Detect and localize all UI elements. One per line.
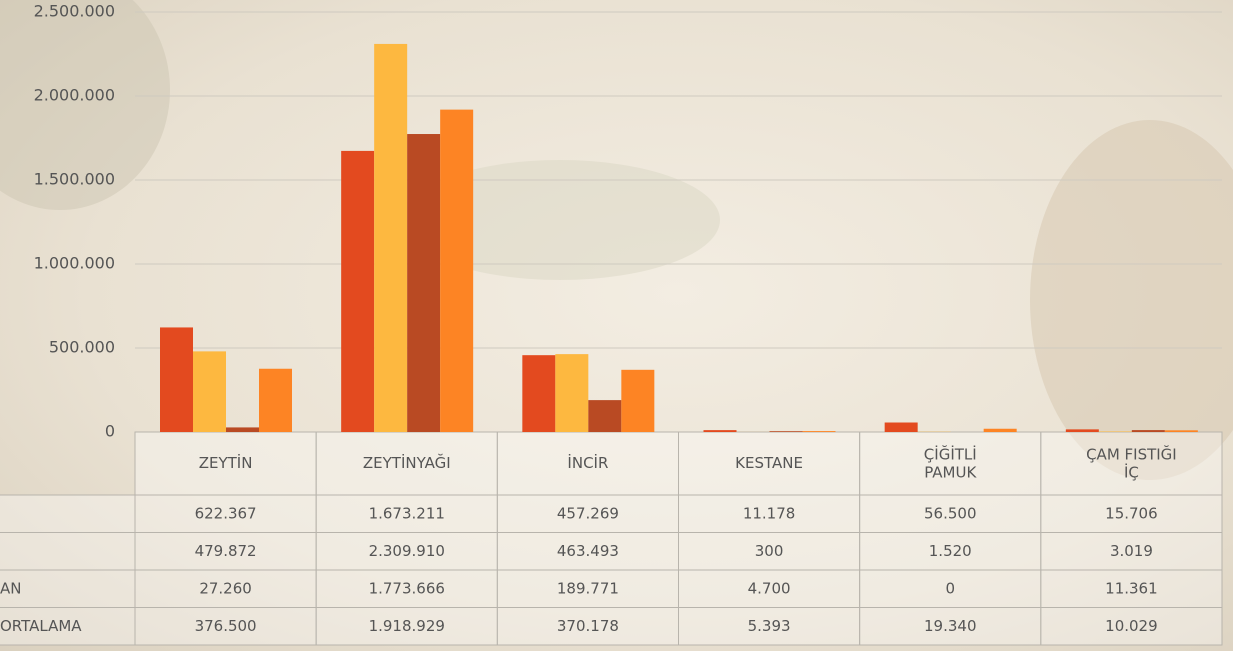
value-label: 1.673.211 xyxy=(369,504,445,522)
value-label: 19.340 xyxy=(924,617,977,635)
page: {"chart_data": {"type": "bar", "categori… xyxy=(0,0,1233,651)
series-name: AN xyxy=(0,579,21,597)
bar xyxy=(259,369,292,432)
bar xyxy=(1066,429,1099,432)
value-label: 11.178 xyxy=(743,504,796,522)
bar xyxy=(1099,431,1132,432)
bar xyxy=(588,400,621,432)
y-tick-label: 500.000 xyxy=(49,338,115,357)
value-label: 479.872 xyxy=(195,542,257,560)
bar xyxy=(193,351,226,432)
bar xyxy=(440,110,473,432)
value-label: 1.918.929 xyxy=(369,617,445,635)
category-label: KESTANE xyxy=(735,454,803,472)
value-label: 4.700 xyxy=(748,579,791,597)
bar xyxy=(770,431,803,432)
y-tick-label: 2.500.000 xyxy=(34,2,115,21)
y-tick-label: 1.500.000 xyxy=(34,170,115,189)
bar xyxy=(407,134,440,432)
value-label: 0 xyxy=(945,579,955,597)
table-cell xyxy=(0,495,135,533)
value-label: 1.773.666 xyxy=(369,579,445,597)
y-tick-label: 0 xyxy=(105,422,115,441)
bar xyxy=(621,370,654,432)
value-label: 56.500 xyxy=(924,504,977,522)
bar xyxy=(1165,430,1198,432)
value-label: 27.260 xyxy=(199,579,252,597)
table-cell xyxy=(0,533,135,571)
value-label: 376.500 xyxy=(195,617,257,635)
bar xyxy=(885,423,918,432)
value-label: 300 xyxy=(755,542,784,560)
bar xyxy=(226,427,259,432)
bar xyxy=(803,431,836,432)
bar xyxy=(984,429,1017,432)
bar xyxy=(704,430,737,432)
value-label: 463.493 xyxy=(557,542,619,560)
bar xyxy=(341,151,374,432)
value-label: 15.706 xyxy=(1105,504,1158,522)
value-label: 2.309.910 xyxy=(369,542,445,560)
y-tick-label: 2.000.000 xyxy=(34,86,115,105)
series-name: ORTALAMA xyxy=(0,617,82,635)
category-label: ZEYTİN xyxy=(199,453,253,472)
value-label: 189.771 xyxy=(557,579,619,597)
value-label: 457.269 xyxy=(557,504,619,522)
value-label: 370.178 xyxy=(557,617,619,635)
value-label: 10.029 xyxy=(1105,617,1158,635)
bar xyxy=(555,354,588,432)
chart: 0 500.000 1.000.000 1.500.000 2.000.000 2.500… xyxy=(0,0,1233,651)
value-label: 1.520 xyxy=(929,542,972,560)
value-label: 3.019 xyxy=(1110,542,1153,560)
value-label: 5.393 xyxy=(748,617,791,635)
bar xyxy=(160,327,193,432)
bar xyxy=(1132,430,1165,432)
y-tick-label: 1.000.000 xyxy=(34,254,115,273)
bar xyxy=(374,44,407,432)
category-label: İNCİR xyxy=(567,453,608,472)
category-label: ZEYTİNYAĞI xyxy=(363,453,451,472)
bar xyxy=(522,355,555,432)
value-label: 11.361 xyxy=(1105,579,1158,597)
value-label: 622.367 xyxy=(195,504,257,522)
